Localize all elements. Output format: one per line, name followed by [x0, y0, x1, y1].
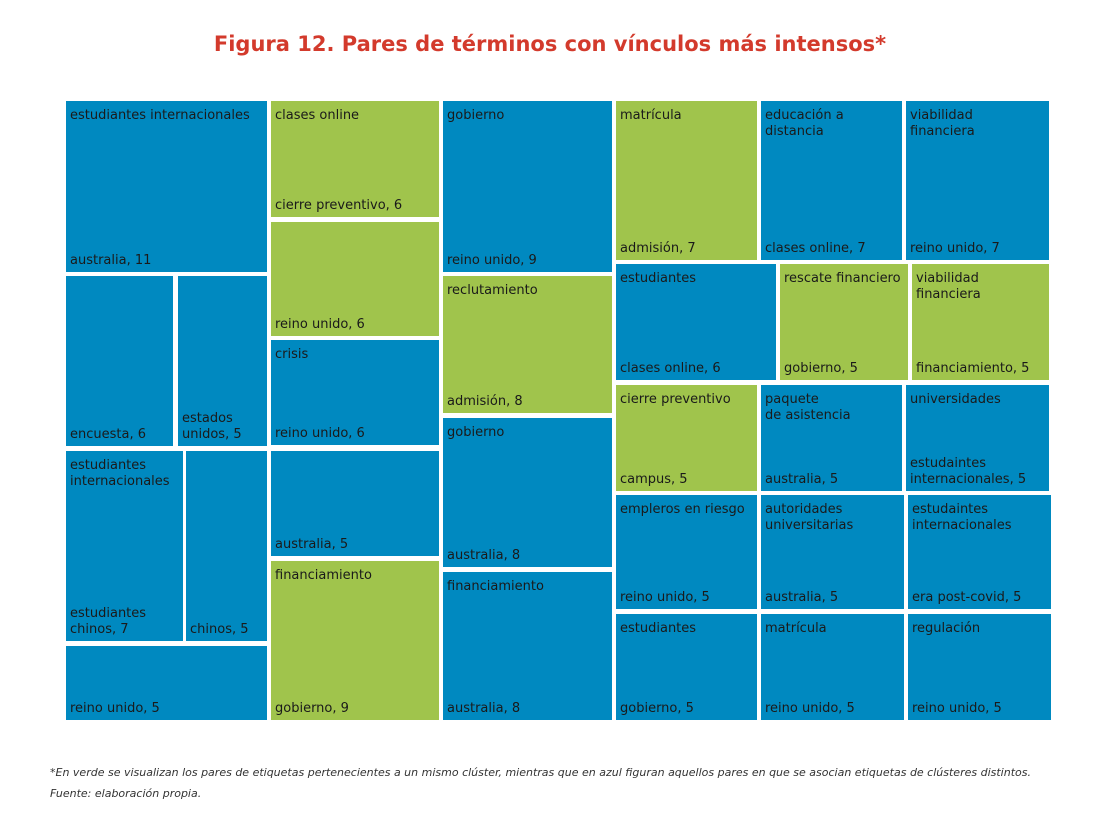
tile-term-bottom: estados unidos, 5 — [182, 411, 242, 442]
treemap-tile: chinos, 5 — [186, 451, 267, 641]
tile-term-top: viabilidad financiera — [916, 271, 981, 302]
treemap-tile: viabilidad financiera financiamiento, 5 — [912, 264, 1049, 380]
tile-term-bottom: admisión, 8 — [447, 394, 523, 409]
tile-term-top: paquete de asistencia — [765, 392, 851, 423]
tile-term-bottom: reino unido, 5 — [912, 701, 1002, 716]
treemap-tile: matrícula reino unido, 5 — [761, 614, 904, 720]
treemap-tile: estudiantes internacionales estudiantes c… — [66, 451, 183, 641]
tile-term-top: estudiantes — [620, 621, 697, 636]
tile-term-bottom: gobierno, 5 — [784, 361, 858, 376]
treemap-tile: empleros en riesgo reino unido, 5 — [616, 495, 757, 609]
treemap-tile: crisis reino unido, 6 — [271, 340, 439, 445]
treemap-tile: rescate financiero gobierno, 5 — [780, 264, 908, 380]
footnote: *En verde se visualizan los pares de eti… — [50, 766, 1031, 779]
treemap-tile: australia, 5 — [271, 451, 439, 556]
tile-term-top: gobierno — [447, 108, 505, 123]
treemap-tile: estudiantes clases online, 6 — [616, 264, 776, 380]
source-note: Fuente: elaboración propia. — [50, 787, 202, 800]
tile-term-bottom: australia, 11 — [70, 253, 152, 268]
tile-term-top: universidades — [910, 392, 1001, 407]
tile-term-bottom: australia, 8 — [447, 701, 521, 716]
tile-term-bottom: reino unido, 6 — [275, 426, 365, 441]
tile-term-top: financiamiento — [275, 568, 372, 583]
treemap-tile: financiamiento gobierno, 9 — [271, 561, 439, 720]
tile-term-top: matrícula — [620, 108, 682, 123]
treemap-tile: regulación reino unido, 5 — [908, 614, 1051, 720]
treemap-tile: educación a distancia clases online, 7 — [761, 101, 902, 260]
tile-term-bottom: clases online, 6 — [620, 361, 721, 376]
tile-term-bottom: cierre preventivo, 6 — [275, 198, 403, 213]
treemap-tile: universidades estudaintes internacionales… — [906, 385, 1049, 491]
tile-term-bottom: australia, 8 — [447, 548, 521, 563]
tile-term-bottom: reino unido, 9 — [447, 253, 537, 268]
treemap-tile: paquete de asistencia australia, 5 — [761, 385, 902, 491]
treemap-tile: autoridades universitarias australia, 5 — [761, 495, 904, 609]
tile-term-top: crisis — [275, 347, 309, 362]
tile-term-top: autoridades universitarias — [765, 502, 854, 533]
tile-term-top: educación a distancia — [765, 108, 844, 139]
treemap-tile: financiamiento australia, 8 — [443, 572, 612, 720]
tile-term-bottom: reino unido, 7 — [910, 241, 1000, 256]
tile-term-bottom: admisión, 7 — [620, 241, 696, 256]
treemap-tile: estudiantes gobierno, 5 — [616, 614, 757, 720]
tile-term-top: matrícula — [765, 621, 827, 636]
tile-term-bottom: australia, 5 — [275, 537, 349, 552]
tile-term-bottom: reino unido, 6 — [275, 317, 365, 332]
tile-term-bottom: financiamiento, 5 — [916, 361, 1030, 376]
tile-term-bottom: encuesta, 6 — [70, 427, 146, 442]
tile-term-bottom: reino unido, 5 — [620, 590, 710, 605]
treemap-tile: gobierno reino unido, 9 — [443, 101, 612, 272]
tile-term-bottom: estudaintes internacionales, 5 — [910, 456, 1027, 487]
treemap-tile: cierre preventivo campus, 5 — [616, 385, 757, 491]
tile-term-top: estudiantes — [620, 271, 697, 286]
tile-term-top: empleros en riesgo — [620, 502, 745, 517]
tile-term-bottom: reino unido, 5 — [70, 701, 160, 716]
tile-term-top: reclutamiento — [447, 283, 538, 298]
treemap-tile: estados unidos, 5 — [178, 276, 267, 446]
tile-term-bottom: australia, 5 — [765, 472, 839, 487]
treemap-tile: gobierno australia, 8 — [443, 418, 612, 567]
treemap-tile: reino unido, 5 — [66, 646, 267, 720]
treemap-tile: clases online cierre preventivo, 6 — [271, 101, 439, 217]
tile-term-bottom: campus, 5 — [620, 472, 688, 487]
tile-term-top: cierre preventivo — [620, 392, 731, 407]
treemap-tile: reclutamiento admisión, 8 — [443, 276, 612, 413]
tile-term-bottom: australia, 5 — [765, 590, 839, 605]
chart-title: Figura 12. Pares de términos con vínculo… — [213, 32, 887, 56]
tile-term-bottom: gobierno, 5 — [620, 701, 694, 716]
tile-term-top: estudiantes internacionales — [70, 108, 250, 123]
tile-term-top: regulación — [912, 621, 981, 636]
tile-term-bottom: reino unido, 5 — [765, 701, 855, 716]
treemap-tile: viabilidad financiera reino unido, 7 — [906, 101, 1049, 260]
treemap-tile: encuesta, 6 — [66, 276, 173, 446]
tile-term-top: financiamiento — [447, 579, 544, 594]
tile-term-bottom: chinos, 5 — [190, 622, 249, 637]
tile-term-top: gobierno — [447, 425, 505, 440]
tile-term-bottom: estudiantes chinos, 7 — [70, 606, 147, 637]
tile-term-bottom: era post-covid, 5 — [912, 590, 1022, 605]
tile-term-bottom: gobierno, 9 — [275, 701, 349, 716]
treemap-tile: estudaintes internacionales era post-covi… — [908, 495, 1051, 609]
tile-term-top: estudaintes internacionales — [912, 502, 1012, 533]
tile-term-bottom: clases online, 7 — [765, 241, 866, 256]
treemap-tile: reino unido, 6 — [271, 222, 439, 336]
tile-term-top: clases online — [275, 108, 360, 123]
tile-term-top: viabilidad financiera — [910, 108, 975, 139]
treemap-tile: matrícula admisión, 7 — [616, 101, 757, 260]
treemap-tile: estudiantes internacionales australia, 11 — [66, 101, 267, 272]
tile-term-top: rescate financiero — [784, 271, 901, 286]
tile-term-top: estudiantes internacionales — [70, 458, 170, 489]
